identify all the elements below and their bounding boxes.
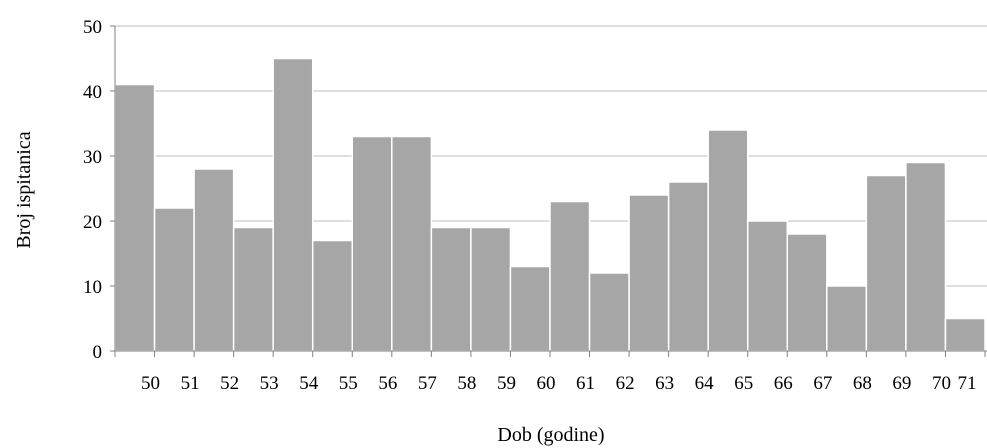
- x-tick-label-66: 66: [774, 373, 793, 394]
- bars: [114, 57, 986, 352]
- bar-65: [707, 129, 749, 352]
- x-tick-label-67: 67: [813, 373, 832, 394]
- x-tick-labels: 50 51 52 53 54 55 56 57 58 59 60 61 62 63 64 65 66 67 68 69…: [141, 373, 976, 394]
- bar-60: [509, 265, 551, 352]
- x-tick-label-60: 60: [537, 373, 556, 394]
- bar-70: [905, 161, 947, 352]
- x-tick-label-57: 57: [418, 373, 437, 394]
- bar-71: [944, 317, 986, 352]
- x-tick-label-71: 71: [958, 373, 977, 394]
- y-tick-label-40: 40: [83, 82, 102, 103]
- bar-67: [786, 233, 828, 352]
- x-tick-label-68: 68: [853, 373, 872, 394]
- bar-66: [746, 220, 789, 352]
- y-tick-label-20: 20: [83, 212, 102, 233]
- bar-69: [865, 174, 907, 352]
- bar-50: [114, 83, 156, 352]
- bar-52: [193, 168, 235, 352]
- x-tick-label-56: 56: [378, 373, 397, 394]
- x-tick-label-70: 70: [932, 373, 951, 394]
- y-tick-label-10: 10: [83, 277, 102, 298]
- bar-53: [232, 226, 274, 352]
- bar-62: [588, 272, 630, 352]
- bar-54: [272, 57, 314, 352]
- bar-61: [549, 200, 591, 352]
- y-tick-label-50: 50: [83, 17, 102, 38]
- x-axis-title: Dob (godine): [497, 424, 604, 446]
- x-tick-label-62: 62: [616, 373, 635, 394]
- bar-56: [351, 135, 393, 352]
- x-tick-label-58: 58: [457, 373, 476, 394]
- x-tick-label-64: 64: [695, 373, 715, 394]
- bar-63: [628, 194, 670, 352]
- x-tick-label-59: 59: [497, 373, 516, 394]
- bar-64: [667, 181, 709, 352]
- x-tick-label-63: 63: [655, 373, 674, 394]
- y-tick-labels: 0 10 20 30 40 50: [83, 17, 102, 363]
- bar-68: [826, 285, 868, 352]
- x-tick-label-55: 55: [339, 373, 358, 394]
- x-tick-label-51: 51: [181, 373, 200, 394]
- bar-58: [430, 226, 472, 352]
- x-tick-label-61: 61: [576, 373, 595, 394]
- bar-59: [470, 226, 512, 352]
- bar-51: [153, 207, 195, 352]
- y-tick-label-0: 0: [93, 342, 103, 363]
- bar-57: [391, 135, 433, 352]
- x-tick-label-65: 65: [734, 373, 753, 394]
- x-tick-label-53: 53: [260, 373, 279, 394]
- x-tick-label-50: 50: [141, 373, 160, 394]
- y-axis-title: Broj ispitanica: [13, 131, 35, 248]
- axes: [110, 25, 987, 357]
- y-tick-label-30: 30: [83, 147, 102, 168]
- x-tick-label-52: 52: [220, 373, 239, 394]
- bar-55: [311, 239, 354, 352]
- x-tick-label-54: 54: [299, 373, 319, 394]
- x-tick-label-69: 69: [892, 373, 911, 394]
